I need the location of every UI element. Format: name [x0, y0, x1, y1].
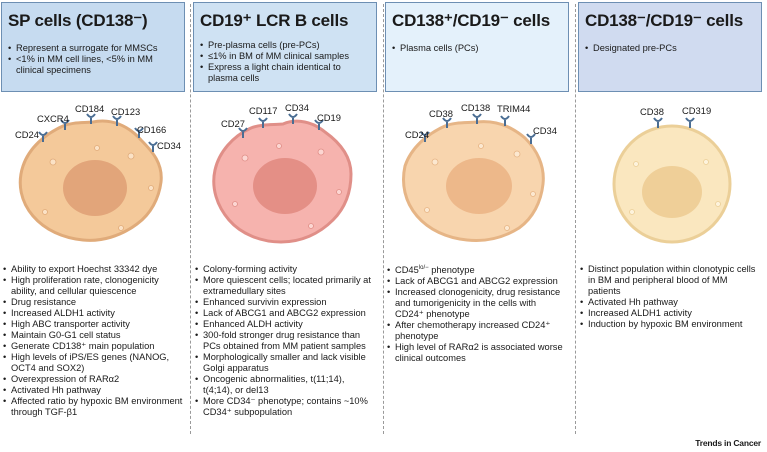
feature-list: Ability to export Hoechst 33342 dye High…	[3, 264, 183, 418]
marker-label: CD38	[640, 106, 664, 117]
feature-item: Enhanced survivin expression	[195, 297, 375, 308]
marker-label: CD38	[429, 108, 453, 119]
journal-watermark: Trends in Cancer	[695, 438, 761, 448]
cell-nucleus	[642, 166, 702, 218]
column-title: CD138⁺/CD19⁻ cells	[392, 11, 550, 30]
marker-label: CD117	[249, 105, 278, 116]
receptor-icon	[653, 117, 695, 128]
feature-item: Affected ratio by hypoxic BM environment…	[3, 396, 183, 418]
feature-item: Lack of ABCG1 and ABCG2 expression	[195, 308, 375, 319]
feature-item: Induction by hypoxic BM environment	[580, 319, 760, 330]
receptor-icon	[238, 113, 324, 138]
header-list: Designated pre-PCs	[585, 43, 757, 54]
marker-label: CD19	[317, 112, 341, 123]
feature-list: Colony-forming activity More quiescent c…	[195, 264, 375, 418]
superscript: lo/−	[418, 264, 429, 271]
cell-illustration: CD38 CD138 TRIM44 CD24 CD34	[402, 102, 557, 242]
feature-item: Distinct population within clonotypic ce…	[580, 264, 760, 297]
marker-label: CD34	[533, 125, 557, 136]
header-item: Pre-plasma cells (pre-PCs)	[200, 40, 372, 51]
marker-label: CXCR4	[37, 113, 69, 124]
column-header: SP cells (CD138⁻) Represent a surrogate …	[1, 2, 185, 92]
feature-item: Oncogenic abnormalities, t(11;14), t(4;1…	[195, 374, 375, 396]
header-item: Express a light chain identical to plasm…	[200, 62, 372, 84]
feature-item: CD45lo/− phenotype	[387, 265, 567, 276]
cell-illustration: CD38 CD319	[612, 105, 732, 244]
feature-item: Increased ALDH1 activity	[580, 308, 760, 319]
cell-nucleus	[63, 160, 127, 216]
feature-item: Enhanced ALDH activity	[195, 319, 375, 330]
feature-item: Generate CD138⁺ main population	[3, 341, 183, 352]
header-item: Represent a surrogate for MMSCs	[8, 43, 180, 54]
cell-nucleus	[446, 158, 512, 214]
header-list: Pre-plasma cells (pre-PCs) ≤1% in BM of …	[200, 40, 372, 84]
column-divider	[190, 4, 191, 434]
column-header: CD138⁺/CD19⁻ cells Plasma cells (PCs)	[385, 2, 569, 92]
feature-item: Drug resistance	[3, 297, 183, 308]
column-sp-cells: SP cells (CD138⁻) Represent a surrogate …	[1, 2, 185, 430]
header-item: ≤1% in BM of MM clinical samples	[200, 51, 372, 62]
marker-label: CD34	[157, 140, 181, 151]
feature-item: 300-fold stronger drug resistance than P…	[195, 330, 375, 352]
feature-item: High ABC transporter activity	[3, 319, 183, 330]
feature-item: High level of RARα2 is associated worse …	[387, 342, 567, 364]
cell-illustration: CXCR4 CD184 CD123 CD24 CD166 CD34	[15, 103, 181, 242]
column-header: CD138⁻/CD19⁻ cells Designated pre-PCs	[578, 2, 762, 92]
header-item: <1% in MM cell lines, <5% in MM clinical…	[8, 54, 180, 76]
column-header: CD19⁺ LCR B cells Pre-plasma cells (pre-…	[193, 2, 377, 92]
marker-label: CD184	[75, 103, 104, 114]
receptor-icon	[420, 113, 536, 144]
cell-illustration: CD117 CD34 CD27 CD19	[212, 102, 353, 244]
header-list: Plasma cells (PCs)	[392, 43, 564, 54]
receptor-icon	[38, 113, 158, 152]
header-item: Designated pre-PCs	[585, 43, 757, 54]
feature-item: Maintain G0-G1 cell status	[3, 330, 183, 341]
feature-item: High proliferation rate, clonogenicity a…	[3, 275, 183, 297]
marker-label: CD166	[137, 124, 166, 135]
marker-label: CD123	[111, 106, 140, 117]
marker-label: CD34	[285, 102, 309, 113]
feature-item: Morphologically smaller and lack visible…	[195, 352, 375, 374]
feature-item: Overexpression of RARα2	[3, 374, 183, 385]
marker-label: CD319	[682, 105, 711, 116]
marker-label: TRIM44	[497, 103, 530, 114]
column-title: CD138⁻/CD19⁻ cells	[585, 11, 743, 30]
column-divider	[575, 4, 576, 434]
column-title: CD19⁺ LCR B cells	[200, 11, 349, 30]
marker-label: CD138	[461, 102, 490, 113]
feature-item: Activated Hh pathway	[580, 297, 760, 308]
feature-item: Increased clonogenicity, drug resistance…	[387, 287, 567, 320]
feature-item: Colony-forming activity	[195, 264, 375, 275]
marker-label: CD24	[15, 129, 39, 140]
feature-item: Lack of ABCG1 and ABCG2 expression	[387, 276, 567, 287]
column-cd138neg-cd19neg-cells: CD138⁻/CD19⁻ cells Designated pre-PCs CD…	[578, 2, 762, 430]
header-list: Represent a surrogate for MMSCs <1% in M…	[8, 43, 180, 76]
feature-list: CD45lo/− phenotype Lack of ABCG1 and ABC…	[387, 265, 567, 364]
column-cd19-lcr-b-cells: CD19⁺ LCR B cells Pre-plasma cells (pre-…	[193, 2, 377, 430]
feature-item: More quiescent cells; located primarily …	[195, 275, 375, 297]
feature-item: Ability to export Hoechst 33342 dye	[3, 264, 183, 275]
marker-label: CD24	[405, 129, 429, 140]
column-divider	[383, 4, 384, 434]
cell-nucleus	[253, 158, 317, 214]
feature-item: High levels of iPS/ES genes (NANOG, OCT4…	[3, 352, 183, 374]
feature-item: More CD34⁻ phenotype; contains ~10% CD34…	[195, 396, 375, 418]
feature-item: After chemotherapy increased CD24⁺ pheno…	[387, 320, 567, 342]
marker-label: CD27	[221, 118, 245, 129]
column-cd138pos-cd19neg-cells: CD138⁺/CD19⁻ cells Plasma cells (PCs) CD…	[385, 2, 569, 430]
header-item: Plasma cells (PCs)	[392, 43, 564, 54]
feature-item: Activated Hh pathway	[3, 385, 183, 396]
feature-list: Distinct population within clonotypic ce…	[580, 264, 760, 330]
feature-item: Increased ALDH1 activity	[3, 308, 183, 319]
column-title: SP cells (CD138⁻)	[8, 11, 148, 30]
